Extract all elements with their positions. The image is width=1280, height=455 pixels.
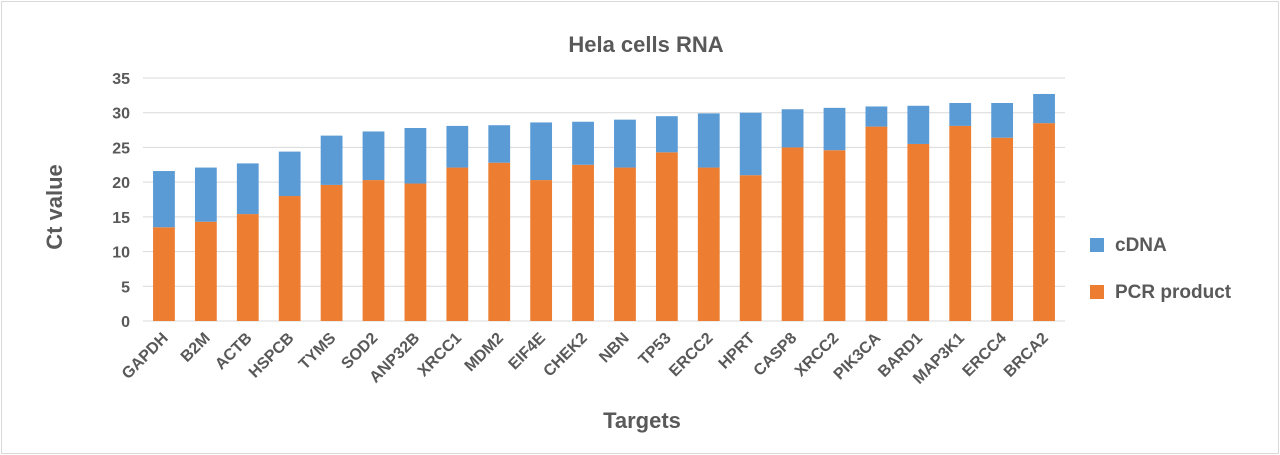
bar-pcr-product: [278, 196, 301, 321]
y-axis-title: Ct value: [42, 164, 67, 250]
bar-cdna: [404, 127, 427, 184]
chart-title: Hela cells RNA: [568, 32, 723, 57]
legend-swatch: [1090, 285, 1104, 299]
bar-pcr-product: [655, 152, 678, 321]
bar-cdna: [739, 112, 762, 176]
bar-pcr-product: [991, 137, 1014, 321]
bar-cdna: [697, 113, 720, 168]
x-axis-title: Targets: [603, 408, 681, 433]
y-tick-label: 0: [121, 314, 130, 331]
bar-cdna: [865, 106, 888, 127]
bar-pcr-product: [1033, 123, 1055, 321]
x-tick-label: CHEK2: [541, 330, 591, 380]
bar-pcr-product: [153, 227, 175, 321]
x-tick-label: XRCC1: [415, 330, 465, 380]
x-tick-label: PIK3CA: [831, 329, 885, 383]
bar-pcr-product: [823, 150, 846, 321]
bar-pcr-product: [362, 180, 385, 321]
x-tick-label: B2M: [178, 330, 214, 366]
legend-label: cDNA: [1115, 235, 1167, 256]
bar-pcr-product: [781, 147, 804, 321]
bar-pcr-product: [488, 162, 511, 321]
bar-pcr-product: [194, 221, 217, 321]
bar-cdna: [907, 105, 930, 144]
bar-cdna: [572, 121, 594, 165]
y-tick-label: 35: [112, 71, 130, 88]
bar-pcr-product: [907, 143, 930, 321]
bar-cdna: [194, 167, 217, 222]
bar-cdna: [1033, 93, 1055, 124]
bar-pcr-product: [530, 180, 553, 321]
y-tick-label: 20: [112, 175, 130, 192]
bar-cdna: [488, 125, 511, 163]
x-tick-label: NBN: [596, 330, 633, 367]
bar-cdna: [320, 135, 343, 185]
x-tick-label: HSPCB: [246, 330, 298, 382]
bar-cdna: [949, 102, 972, 126]
bar-cdna: [446, 125, 469, 168]
legend-label: PCR product: [1115, 282, 1232, 303]
y-axis-ticks: 0 5 10 15 20 25 30 35: [112, 71, 130, 331]
bar-pcr-product: [572, 164, 594, 321]
bar-cdna: [823, 107, 846, 151]
x-tick-label: GAPDH: [119, 330, 172, 383]
bar-cdna: [153, 171, 175, 228]
bars: [153, 93, 1055, 321]
y-tick-label: 10: [112, 245, 130, 262]
bar-pcr-product: [697, 167, 720, 321]
legend-swatch: [1090, 238, 1104, 252]
x-tick-label: BRCA2: [1001, 330, 1052, 381]
y-tick-label: 30: [112, 106, 130, 123]
x-tick-label: MDM2: [462, 330, 507, 375]
y-tick-label: 25: [112, 140, 130, 157]
legend: cDNA PCR product: [1090, 235, 1232, 303]
bar-pcr-product: [446, 167, 469, 321]
x-tick-label: TYMS: [296, 330, 340, 374]
bar-pcr-product: [320, 184, 343, 321]
bar-cdna: [781, 109, 804, 148]
bar-cdna: [655, 116, 678, 153]
x-tick-label: ERCC4: [960, 330, 1010, 380]
x-tick-label: CASP8: [751, 330, 801, 380]
bar-cdna: [530, 122, 553, 181]
bar-cdna: [278, 151, 301, 197]
x-tick-label: ERCC2: [666, 330, 716, 380]
bar-pcr-product: [236, 214, 259, 321]
x-tick-label: TP53: [636, 330, 675, 369]
y-tick-label: 15: [112, 210, 130, 227]
bar-cdna: [991, 102, 1014, 138]
bar-pcr-product: [739, 175, 762, 321]
bar-pcr-product: [614, 167, 636, 321]
bar-cdna: [236, 163, 259, 215]
bar-cdna: [614, 119, 636, 168]
bar-pcr-product: [949, 125, 972, 321]
bar-cdna: [362, 131, 385, 181]
y-tick-label: 5: [121, 279, 130, 296]
bar-pcr-product: [865, 126, 888, 321]
bar-pcr-product: [404, 183, 427, 321]
